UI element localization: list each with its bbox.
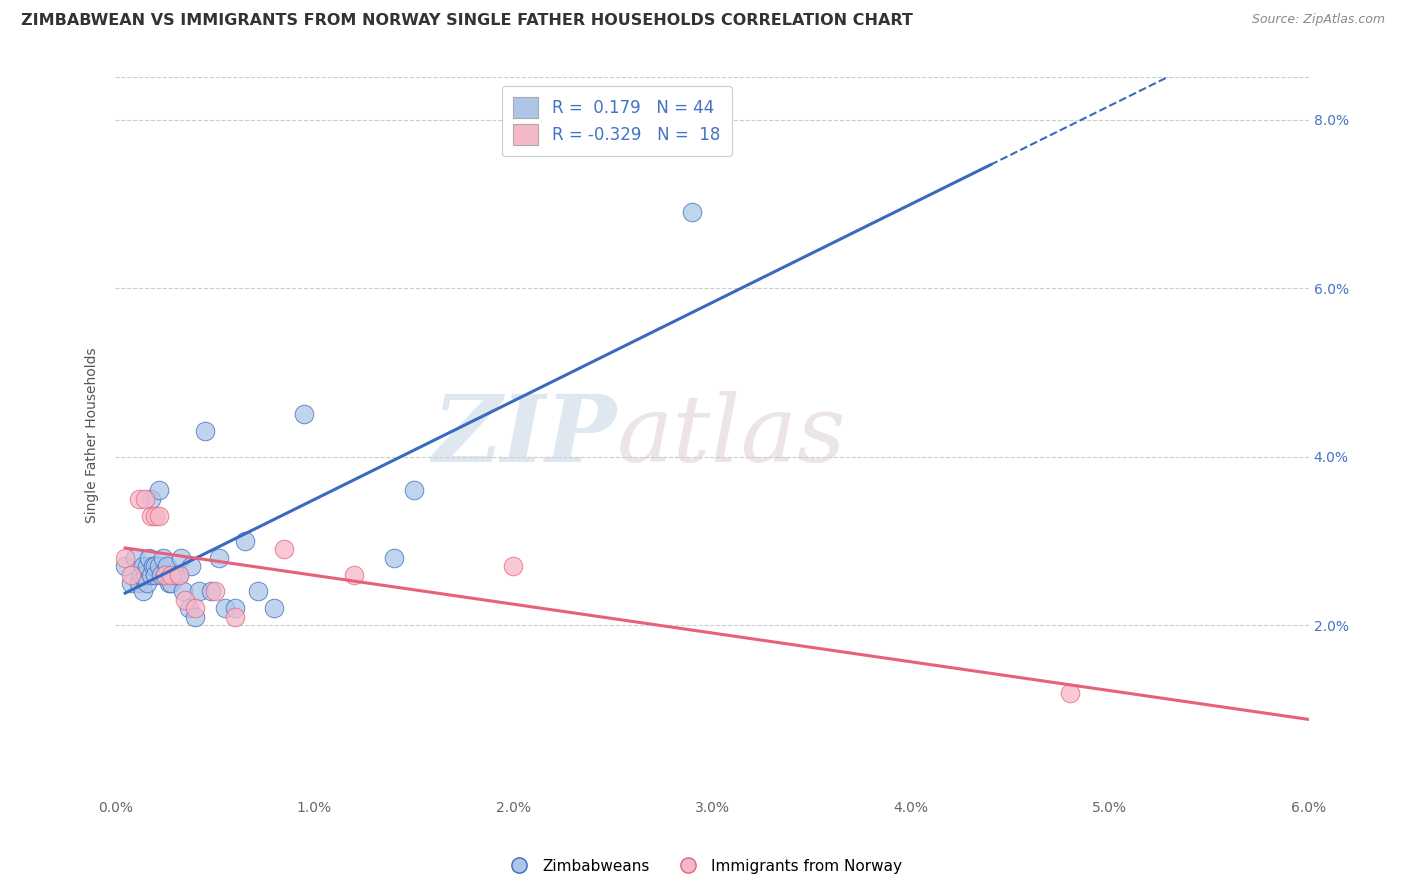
Text: ZIMBABWEAN VS IMMIGRANTS FROM NORWAY SINGLE FATHER HOUSEHOLDS CORRELATION CHART: ZIMBABWEAN VS IMMIGRANTS FROM NORWAY SIN… [21,13,912,29]
Point [170,550,193,565]
Point [128,491,150,506]
Point [148,508,170,523]
Point [160,576,183,591]
Point [150,567,173,582]
Point [160,567,183,582]
Point [402,483,425,498]
Point [174,592,197,607]
Point [502,559,524,574]
Point [139,508,162,523]
Point [200,584,222,599]
Point [129,567,152,582]
Point [143,567,166,582]
Point [142,559,165,574]
Point [681,205,703,219]
Point [180,559,202,574]
Point [134,567,156,582]
Point [124,550,146,565]
Point [382,550,405,565]
Point [139,491,162,506]
Point [153,567,176,582]
Point [139,567,162,582]
Point [1059,685,1081,699]
Point [156,559,179,574]
Text: ZIP: ZIP [432,391,617,481]
Point [343,567,366,582]
Point [187,584,209,599]
Point [132,559,155,574]
Point [163,567,186,582]
Text: Source: ZipAtlas.com: Source: ZipAtlas.com [1251,13,1385,27]
Point [233,533,256,548]
Point [128,576,150,591]
Legend: R =  0.179   N = 44, R = -0.329   N =  18: R = 0.179 N = 44, R = -0.329 N = 18 [502,86,731,156]
Point [167,567,190,582]
Point [136,559,159,574]
Point [224,601,246,615]
Point [194,425,217,439]
Point [204,584,226,599]
Point [132,584,155,599]
Legend: Zimbabweans, Immigrants from Norway: Zimbabweans, Immigrants from Norway [498,853,908,880]
Point [292,408,315,422]
Point [136,576,159,591]
Point [273,542,295,557]
Point [172,584,194,599]
Point [177,601,200,615]
Point [153,567,176,582]
Point [120,576,142,591]
Point [143,508,166,523]
Point [208,550,231,565]
Point [152,550,174,565]
Point [167,567,190,582]
Point [214,601,236,615]
Point [148,483,170,498]
Point [114,550,136,565]
Point [138,550,160,565]
Point [143,559,166,574]
Point [247,584,270,599]
Point [224,609,246,624]
Y-axis label: Single Father Households: Single Father Households [86,348,100,524]
Point [134,491,156,506]
Point [263,601,285,615]
Point [148,559,170,574]
Point [184,601,207,615]
Point [114,559,136,574]
Point [184,609,207,624]
Point [120,567,142,582]
Text: atlas: atlas [617,391,846,481]
Point [157,576,180,591]
